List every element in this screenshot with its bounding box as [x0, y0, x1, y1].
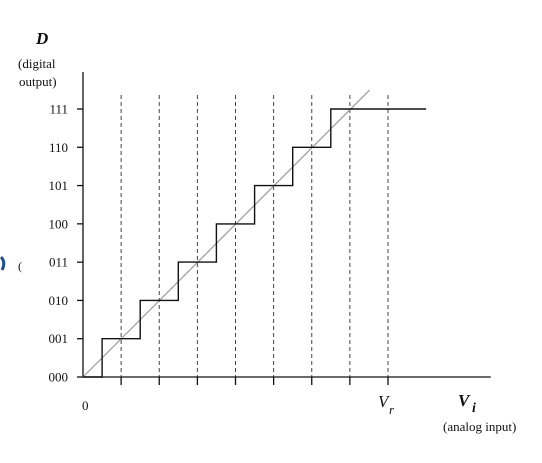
- y-axis-symbol: D: [35, 29, 48, 48]
- y-tick-label-011: 011: [49, 255, 68, 270]
- y-axis-caption-line2: output): [19, 74, 57, 89]
- y-tick-label-000: 000: [49, 370, 69, 385]
- y-tick-label-001: 001: [49, 331, 69, 346]
- y-tick-label-111: 111: [49, 102, 68, 117]
- y-tick-label-101: 101: [49, 178, 69, 193]
- vr-subscript: r: [389, 402, 395, 417]
- y-axis-caption-line1: (digital: [18, 56, 56, 71]
- vi-subscript: i: [472, 401, 476, 416]
- vi-symbol: V: [458, 391, 471, 410]
- y-tick-label-010: 010: [49, 293, 69, 308]
- vr-symbol: V: [378, 392, 391, 411]
- vertical-gridlines: [120, 95, 389, 377]
- cropped-fragment-mark: [0, 255, 6, 271]
- tick-marks: [77, 108, 389, 385]
- x-axis-caption: (analog input): [443, 419, 516, 434]
- quantized-staircase: [83, 108, 427, 378]
- ideal-transfer-line: [82, 89, 371, 378]
- cropped-fragment-paren: (: [18, 259, 22, 273]
- y-tick-labels: 000 001 010 011 100 101 110 111: [49, 102, 69, 385]
- y-tick-label-100: 100: [49, 216, 69, 231]
- y-tick-label-110: 110: [49, 140, 68, 155]
- vr-label: V r: [378, 392, 395, 417]
- x-origin-label: 0: [82, 398, 89, 413]
- vi-label: V i: [458, 391, 476, 416]
